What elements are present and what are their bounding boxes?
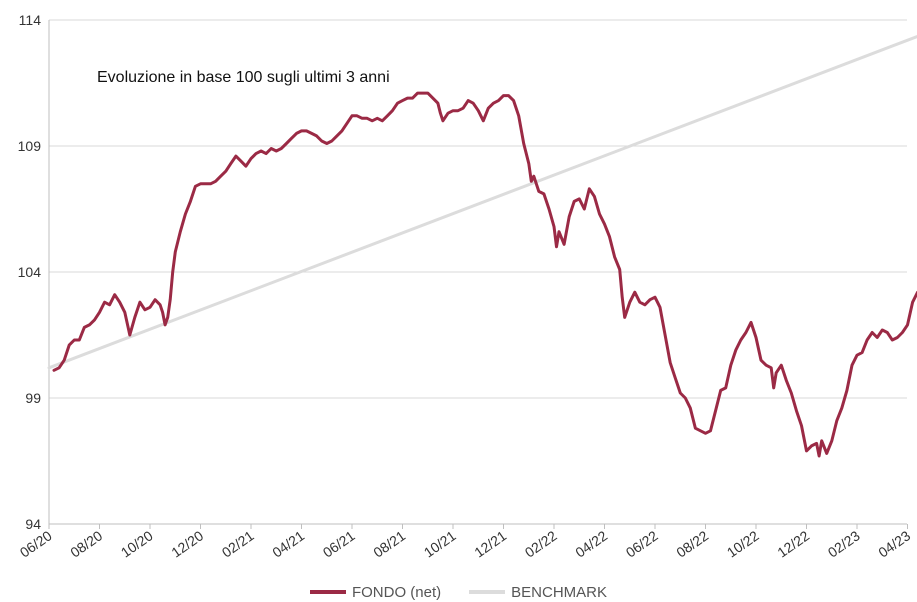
y-tick-label: 94 (25, 516, 41, 532)
x-tick-label: 12/20 (168, 527, 206, 560)
legend-label-fondo: FONDO (net) (351, 583, 442, 601)
x-tick-label: 06/20 (17, 527, 55, 560)
series-line-fondo (52, 91, 917, 458)
chart-title: Evoluzione in base 100 sugli ultimi 3 an… (97, 69, 390, 86)
x-tick-label: 08/21 (370, 527, 408, 560)
series-line-benchmark (47, 34, 917, 370)
legend-label-benchmark: BENCHMARK (511, 583, 608, 601)
legend-item-fondo: FONDO (net) (309, 583, 442, 601)
x-tick-label: 10/21 (421, 527, 459, 560)
chart-gridlines (49, 19, 907, 399)
x-tick-label: 06/21 (320, 527, 358, 560)
legend-swatch-benchmark (469, 590, 506, 594)
x-tick-label: 02/22 (522, 527, 560, 560)
x-tick-label: 08/22 (673, 527, 711, 560)
chart-series (47, 34, 917, 458)
x-tick-label: 12/21 (471, 527, 509, 560)
x-axis: 06/20 08/20 10/20 12/20 02/21 04/21 06/21 08/21… (17, 20, 913, 561)
y-axis-labels: 94 99 104 109 114 (18, 12, 42, 532)
y-tick-label: 109 (18, 138, 42, 154)
x-tick-label: 12/22 (774, 527, 812, 560)
x-tick-label: 10/20 (118, 527, 156, 560)
y-tick-label: 114 (19, 12, 42, 28)
legend-swatch-fondo (309, 590, 346, 594)
x-tick-label: 10/22 (724, 527, 762, 560)
x-tick-label: 04/22 (572, 527, 610, 560)
chart-legend: FONDO (net) BENCHMARK (0, 582, 917, 602)
x-tick-label: 08/20 (67, 527, 105, 560)
x-tick-label: 06/22 (623, 527, 661, 560)
y-tick-label: 104 (18, 264, 42, 280)
y-tick-label: 99 (25, 390, 41, 406)
x-tick-label: 02/21 (219, 527, 257, 560)
x-tick-label: 02/23 (825, 527, 863, 560)
legend-item-benchmark: BENCHMARK (469, 584, 607, 601)
x-tick-label: 04/23 (875, 527, 913, 560)
x-tick-label: 04/21 (269, 527, 307, 560)
